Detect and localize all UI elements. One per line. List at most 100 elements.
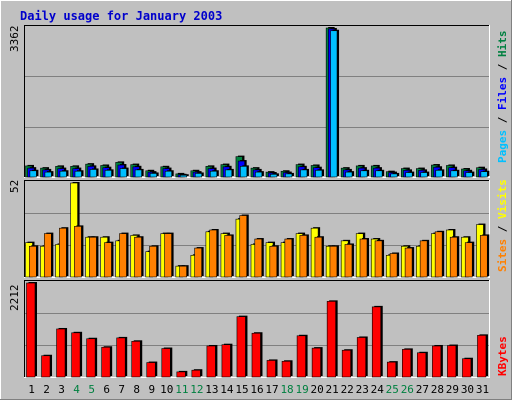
x-label-day-8: 8 (133, 383, 140, 396)
bar-kbytes-day-26 (402, 349, 412, 378)
svg-text:Sites / Visits: Sites / Visits (496, 179, 509, 272)
bar-sites-day-22 (344, 244, 353, 278)
bar-kbytes-day-29 (447, 345, 457, 378)
x-axis-day-labels: 1 2 3 4 5 6 7 8 9 10 11 12 13 14 15 16 17 18 19 20 21 22 23 24 2… (28, 383, 489, 396)
bar-kbytes-day-14 (221, 344, 231, 378)
bar-sites-day-3 (59, 227, 67, 278)
bar-kbytes-day-13 (206, 345, 216, 378)
legend-sites: Sites (496, 239, 509, 272)
top-panel-max-label: 3362 (8, 26, 21, 53)
panel-visits-sites (24, 180, 490, 278)
bar-kbytes-day-24 (371, 306, 382, 378)
top-panel-plot-area (24, 25, 490, 178)
x-label-day-17: 17 (265, 383, 278, 396)
bar-kbytes-day-9 (146, 362, 156, 378)
bar-pages-day-10 (164, 170, 172, 178)
bar-kbytes-day-6 (101, 346, 111, 378)
bar-pages-day-21 (330, 30, 338, 178)
bar-sites-day-26 (404, 247, 413, 278)
x-label-day-4: 4 (73, 383, 80, 396)
bar-pages-day-17 (270, 174, 278, 178)
bar-kbytes-day-30 (462, 358, 472, 378)
bar-sites-day-17 (269, 245, 278, 278)
bar-pages-day-20 (315, 170, 323, 178)
bar-sites-day-11 (179, 265, 187, 278)
bar-sites-day-23 (359, 238, 368, 278)
bar-sites-day-28 (434, 231, 443, 278)
bar-pages-day-26 (405, 172, 413, 178)
bar-pages-day-24 (375, 170, 383, 178)
panel-hits-files-pages (24, 25, 490, 178)
bar-pages-day-11 (179, 174, 188, 178)
legend-hits: Hits (496, 31, 509, 58)
bar-sites-day-30 (464, 242, 473, 278)
svg-text:KBytes: KBytes (496, 336, 509, 376)
x-label-day-12: 12 (190, 383, 203, 396)
bar-sites-day-9 (149, 245, 157, 278)
bar-kbytes-day-28 (432, 345, 442, 378)
x-label-day-30: 30 (461, 383, 474, 396)
bar-kbytes-day-25 (386, 361, 397, 378)
bar-kbytes-day-18 (281, 360, 291, 378)
bar-kbytes-day-4 (71, 332, 81, 378)
bar-kbytes-day-17 (266, 360, 276, 378)
bar-pages-day-27 (420, 172, 428, 178)
bar-kbytes-day-1 (26, 282, 36, 378)
x-label-day-20: 20 (311, 383, 324, 396)
bar-sites-day-16 (254, 238, 263, 278)
x-label-day-14: 14 (220, 383, 234, 396)
bar-pages-day-14 (225, 169, 233, 178)
bar-pages-day-7 (119, 168, 127, 178)
bar-sites-day-13 (209, 229, 217, 278)
bar-pages-day-18 (285, 173, 293, 178)
bar-kbytes-day-31 (477, 335, 487, 378)
x-label-day-5: 5 (88, 383, 95, 396)
middle-panel-max-label: 52 (8, 180, 21, 193)
bar-kbytes-day-27 (417, 352, 427, 378)
bar-sites-day-24 (374, 240, 383, 278)
bar-pages-day-4 (74, 170, 82, 178)
bar-pages-day-5 (89, 169, 97, 178)
bar-sites-day-1 (28, 245, 37, 278)
bar-sites-day-27 (419, 240, 428, 278)
bar-kbytes-day-23 (356, 337, 367, 378)
bar-sites-day-6 (104, 242, 112, 278)
bar-kbytes-day-19 (296, 335, 306, 378)
bar-kbytes-day-15 (236, 316, 246, 378)
bar-pages-day-30 (465, 172, 473, 178)
bar-sites-day-4 (74, 226, 82, 278)
middle-panel-legend: Sites / Visits (496, 179, 509, 272)
x-label-day-2: 2 (43, 383, 50, 396)
bar-pages-day-15 (240, 166, 248, 178)
x-label-day-1: 1 (28, 383, 35, 396)
x-label-day-23: 23 (356, 383, 369, 396)
bar-pages-day-9 (149, 173, 157, 178)
bar-sites-day-2 (44, 233, 52, 278)
x-label-day-24: 24 (371, 383, 385, 396)
legend-files: Files (496, 77, 509, 110)
bar-sites-day-15 (239, 215, 248, 278)
top-panel-legend: Pages / Files / Hits (496, 31, 509, 164)
bar-sites-day-25 (389, 253, 398, 278)
bar-kbytes-day-10 (161, 348, 171, 378)
x-label-day-7: 7 (118, 383, 125, 396)
bar-pages-day-8 (134, 169, 142, 178)
bar-kbytes-day-3 (56, 328, 66, 378)
x-label-day-10: 10 (160, 383, 173, 396)
bar-sites-day-14 (224, 235, 233, 278)
bar-sites-day-8 (134, 236, 142, 278)
bar-pages-day-19 (300, 169, 308, 178)
bar-pages-day-29 (450, 170, 458, 178)
bar-kbytes-day-20 (311, 347, 321, 378)
x-label-day-3: 3 (58, 383, 65, 396)
bar-pages-day-31 (480, 171, 488, 178)
bar-sites-day-12 (194, 247, 202, 278)
x-label-day-16: 16 (250, 383, 263, 396)
bar-pages-day-16 (255, 171, 263, 178)
bar-sites-day-5 (89, 236, 97, 278)
bar-pages-day-1 (29, 170, 37, 178)
bar-sites-day-10 (164, 233, 172, 278)
x-label-day-25: 25 (386, 383, 399, 396)
bar-pages-day-28 (435, 170, 443, 178)
